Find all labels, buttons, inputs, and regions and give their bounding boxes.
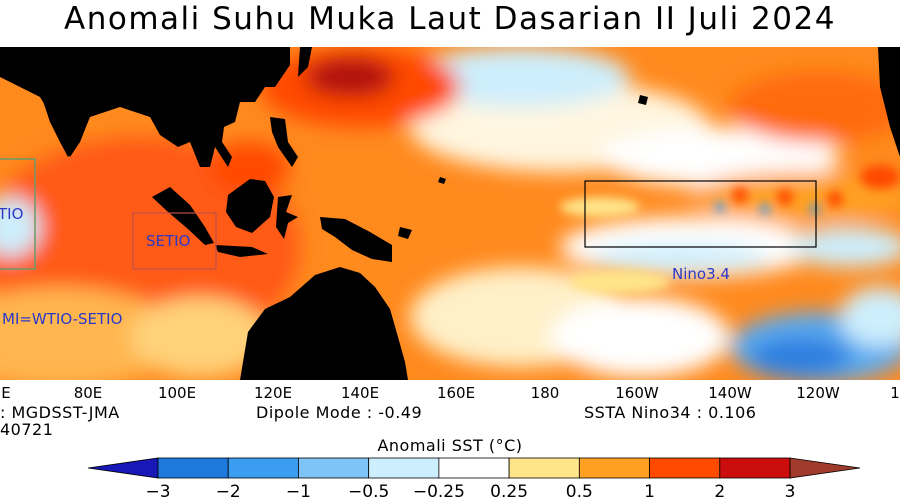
- anomaly-field: [0, 47, 900, 380]
- wtio-box: [0, 158, 36, 270]
- lon-label: 180: [530, 384, 560, 402]
- nino34-box: [584, 180, 817, 248]
- nino34-value: SSTA Nino34 : 0.106: [584, 403, 757, 422]
- colorbar-cell: [438, 457, 510, 479]
- setio-box: [132, 212, 217, 270]
- colorbar-cell: [789, 457, 861, 479]
- dipole-mode-value: Dipole Mode : -0.49: [256, 403, 423, 422]
- setio-label: SETIO: [146, 232, 190, 250]
- wtio-label: TIO: [0, 205, 23, 223]
- lon-label: E: [1, 384, 11, 402]
- land-masses: [0, 47, 900, 380]
- colorbar-cell: [227, 457, 299, 479]
- colorbar-tick-label: −3: [145, 482, 171, 502]
- colorbar-cell: [649, 457, 721, 479]
- sst-anomaly-map: TIO SETIO Nino3.4 MI=WTIO-SETIO: [0, 47, 900, 380]
- data-source: : MGDSST-JMA: [0, 403, 120, 422]
- lon-label: 120E: [253, 384, 293, 402]
- lon-label: 80E: [73, 384, 103, 402]
- colorbar-tick-label: 1: [644, 482, 655, 502]
- colorbar-cell: [298, 457, 370, 479]
- lon-label: 1: [890, 384, 900, 402]
- colorbar: [87, 457, 861, 479]
- colorbar-tick-label: 0.5: [565, 482, 593, 502]
- lon-label: 140E: [340, 384, 380, 402]
- colorbar-cell: [508, 457, 580, 479]
- colorbar-cell: [719, 457, 791, 479]
- colorbar-tick-label: 2: [714, 482, 726, 502]
- lon-label: 120W: [796, 384, 840, 402]
- colorbar-cell: [87, 457, 159, 479]
- colorbar-cell: [157, 457, 229, 479]
- colorbar-tick-label: −0.5: [348, 482, 390, 502]
- dmi-formula: MI=WTIO-SETIO: [2, 310, 122, 328]
- lon-label: 140W: [708, 384, 752, 402]
- colorbar-tick-label: −2: [215, 482, 241, 502]
- colorbar-cell: [578, 457, 650, 479]
- map-title: Anomali Suhu Muka Laut Dasarian II Juli …: [64, 1, 836, 37]
- lon-label: 160E: [436, 384, 476, 402]
- data-date: 40721: [0, 420, 54, 439]
- colorbar-tick-label: −1: [285, 482, 311, 502]
- colorbar-tick-label: 0.25: [490, 482, 529, 502]
- colorbar-title: Anomali SST (°C): [377, 436, 523, 455]
- lon-label: 160W: [615, 384, 659, 402]
- colorbar-tick-label: 3: [784, 482, 796, 502]
- colorbar-cell: [368, 457, 440, 479]
- lon-label: 100E: [157, 384, 197, 402]
- colorbar-tick-label: −0.25: [412, 482, 465, 502]
- nino34-label: Nino3.4: [672, 265, 730, 283]
